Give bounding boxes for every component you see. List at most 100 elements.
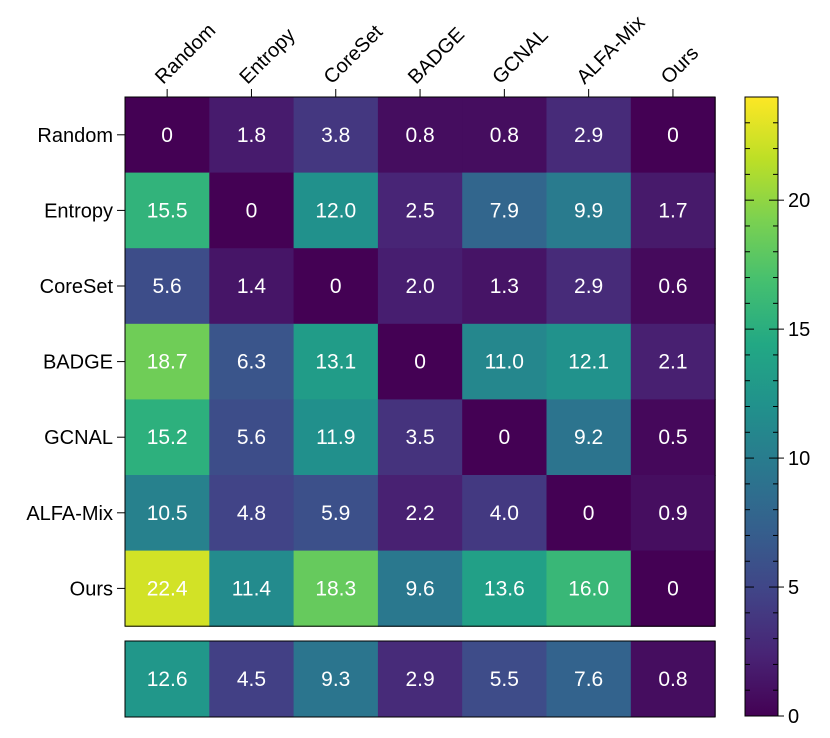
cell-value-label: 15.5 (147, 199, 188, 222)
heatmap-cell-badge-alfa-mix (546, 323, 632, 400)
summary-cell-coreset (293, 641, 379, 717)
row-labels: Random Entropy CoreSet BADGE GCNAL ALFA-Mix Ou… (26, 125, 125, 600)
heatmap-cell-alfa-mix-alfa-mix (546, 475, 632, 552)
cell-value-label: 0 (667, 124, 679, 147)
heatmap-cell-gcnal-ours (630, 399, 716, 476)
heatmap-cell-random-entropy (209, 97, 295, 174)
row-label-gcnal: GCNAL (44, 427, 113, 449)
heatmap-cell-coreset-entropy (209, 248, 295, 325)
cell-value-label: 2.9 (574, 275, 603, 298)
cell-value-label: 9.6 (405, 577, 434, 600)
column-label-coreset: CoreSet (320, 21, 388, 89)
cell-value-label: 0.9 (658, 502, 687, 525)
summary-value-label: 5.5 (490, 668, 519, 691)
summary-value-label: 0.8 (658, 668, 687, 691)
main-heatmap: 0 1.8 3.8 0.8 0.8 2.9 0 15.5 0 12.0 2.5 7.9 9.9 1.7 5.… (124, 96, 716, 627)
cell-value-label: 0.8 (490, 124, 519, 147)
summary-value-label: 9.3 (321, 668, 350, 691)
cell-value-label: 2.9 (574, 124, 603, 147)
cell-value-label: 11.4 (232, 577, 272, 600)
cell-value-label: 22.4 (147, 577, 188, 600)
cell-value-label: 1.3 (490, 275, 519, 298)
heatmap-cell-alfa-mix-ours (630, 475, 716, 552)
cell-value-label: 5.9 (321, 502, 350, 525)
row-label-badge: BADGE (43, 352, 113, 374)
cell-value-label: 6.3 (237, 351, 266, 374)
cell-value-label: 4.0 (490, 502, 519, 525)
cell-value-label: 2.2 (405, 502, 434, 525)
cell-value-label: 9.9 (574, 199, 603, 222)
summary-value-label: 7.6 (574, 668, 603, 691)
colorbar: 0 5 10 15 20 (744, 96, 810, 728)
summary-value-label: 4.5 (237, 668, 266, 691)
cell-value-label: 0.8 (405, 124, 434, 147)
cell-value-label: 11.0 (485, 351, 524, 374)
colorbar-tick-label: 20 (788, 190, 810, 212)
cell-value-label: 2.0 (405, 275, 434, 298)
cell-value-label: 3.8 (321, 124, 350, 147)
cell-value-label: 9.2 (574, 426, 603, 449)
row-label-entropy: Entropy (44, 200, 113, 222)
heatmap-cell-ours-gcnal (462, 550, 548, 627)
heatmap-cell-ours-coreset (293, 550, 379, 627)
heatmap-cell-coreset-random (125, 248, 210, 325)
cell-value-label: 1.7 (658, 199, 687, 222)
cell-value-label: 13.1 (315, 351, 356, 374)
summary-cell-random (125, 641, 210, 717)
heatmap-cell-gcnal-entropy (209, 399, 295, 476)
cell-value-label: 2.5 (405, 199, 434, 222)
heatmap-cell-entropy-entropy (209, 172, 295, 249)
cell-value-label: 1.4 (237, 275, 267, 298)
heatmap-cell-gcnal-random (125, 399, 210, 476)
heatmap-cell-gcnal-gcnal (462, 399, 548, 476)
summary-cell-ours (630, 641, 716, 717)
heatmap-cell-alfa-mix-random (125, 475, 210, 552)
cell-value-label: 18.3 (315, 577, 356, 600)
heatmap-cell-entropy-random (125, 172, 210, 249)
column-label-entropy: Entropy (235, 24, 299, 88)
heatmap-cell-ours-alfa-mix (546, 550, 632, 627)
heatmap-cell-ours-random (125, 550, 210, 627)
cell-value-label: 0 (246, 199, 258, 222)
heatmap-cell-random-coreset (293, 97, 379, 174)
heatmap-cell-badge-gcnal (462, 323, 548, 400)
column-label-badge: BADGE (404, 23, 469, 88)
summary-value-label: 2.9 (405, 668, 434, 691)
cell-value-label: 11.9 (316, 426, 355, 449)
cell-value-label: 0 (414, 351, 426, 374)
cell-value-label: 12.0 (315, 199, 356, 222)
cell-value-label: 18.7 (147, 351, 188, 374)
row-label-random: Random (37, 125, 113, 147)
cell-value-label: 4.8 (237, 502, 266, 525)
cell-value-label: 0 (667, 577, 679, 600)
column-label-random: Random (151, 20, 220, 89)
heatmap-cell-alfa-mix-gcnal (462, 475, 548, 552)
heatmap-cell-coreset-badge (377, 248, 463, 325)
cell-value-label: 0 (330, 275, 342, 298)
cell-value-label: 15.2 (147, 426, 188, 449)
heatmap-cell-coreset-ours (630, 248, 716, 325)
summary-cell-entropy (209, 641, 295, 717)
colorbar-tick-label: 10 (788, 448, 810, 470)
heatmap-cell-entropy-ours (630, 172, 716, 249)
cell-value-label: 5.6 (153, 275, 182, 298)
heatmap-cell-badge-badge (377, 323, 463, 400)
cell-value-label: 10.5 (147, 502, 188, 525)
cell-value-label: 7.9 (490, 199, 519, 222)
heatmap-cell-entropy-alfa-mix (546, 172, 632, 249)
summary-cell-alfa-mix (546, 641, 632, 717)
heatmap-cell-gcnal-coreset (293, 399, 379, 476)
heatmap-cell-badge-coreset (293, 323, 379, 400)
cell-value-label: 5.6 (237, 426, 266, 449)
heatmap-cell-random-alfa-mix (546, 97, 632, 174)
heatmap-cell-coreset-coreset (293, 248, 379, 325)
heatmap-cell-ours-badge (377, 550, 463, 627)
row-label-alfa-mix: ALFA-Mix (26, 503, 113, 525)
heatmap-cell-badge-ours (630, 323, 716, 400)
heatmap-cell-entropy-gcnal (462, 172, 548, 249)
row-label-ours: Ours (70, 578, 113, 600)
summary-value-label: 12.6 (147, 668, 188, 691)
heatmap-cell-badge-random (125, 323, 210, 400)
cell-value-label: 0 (161, 124, 173, 147)
